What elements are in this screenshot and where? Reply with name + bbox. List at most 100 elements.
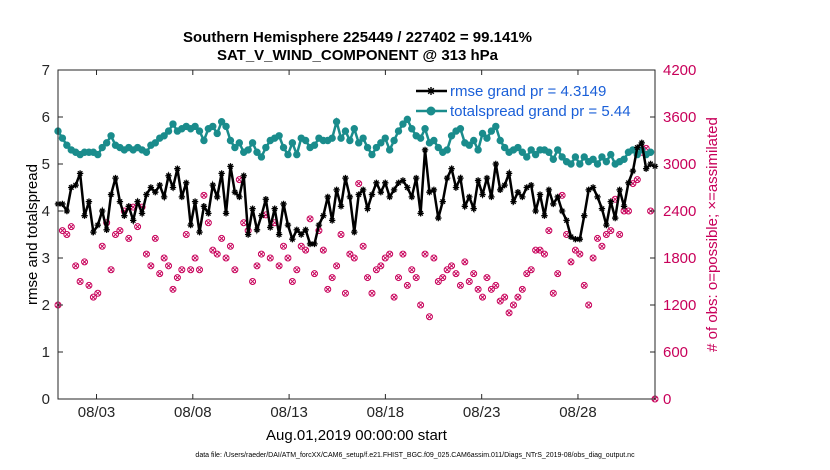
rmse-point (306, 240, 314, 248)
obs-assimilated-marker (453, 271, 459, 277)
rmse-point (320, 212, 327, 219)
obs-assimilated-marker (422, 251, 428, 257)
totalspread-point (346, 136, 354, 145)
obs-assimilated-marker (170, 286, 176, 292)
obs-possible-marker (425, 313, 433, 321)
obs-assimilated-marker (590, 255, 596, 261)
rmse-point (311, 240, 318, 248)
rmse-point (267, 224, 274, 231)
rmse-point (413, 174, 420, 182)
obs-assimilated-marker (378, 263, 384, 269)
totalspread-point (257, 153, 266, 161)
obs-possible-marker (310, 270, 318, 278)
obs-assimilated-marker (594, 235, 601, 241)
rmse-point (421, 146, 429, 154)
obs-possible-marker (253, 262, 261, 270)
obs-possible-marker (257, 250, 265, 258)
obs-point (430, 254, 438, 262)
x-tick-label: 08/28 (559, 404, 597, 421)
obs-point (333, 262, 341, 270)
obs-point (293, 266, 301, 274)
obs-point (182, 231, 190, 238)
obs-assimilated-marker (95, 290, 101, 296)
obs-possible-marker (156, 270, 164, 278)
rmse-point (258, 212, 265, 219)
obs-possible-marker (633, 176, 641, 184)
obs-possible-marker (275, 262, 283, 270)
rmse-point (625, 179, 632, 186)
obs-point (76, 278, 84, 285)
obs-assimilated-marker (373, 267, 379, 273)
totalspread-point (514, 143, 522, 152)
totalspread-point (589, 155, 597, 164)
obs-assimilated-marker (541, 251, 547, 257)
obs-point (98, 242, 106, 250)
totalspread-point (527, 146, 535, 154)
obs-possible-marker (125, 234, 133, 242)
obs-possible-marker (328, 274, 336, 282)
rmse-point (231, 189, 239, 196)
obs-point (200, 191, 208, 199)
obs-possible-marker (94, 289, 102, 297)
rmse-point (581, 212, 588, 219)
obs-possible-marker (585, 301, 593, 309)
obs-assimilated-marker (502, 294, 508, 300)
rmse-point (302, 226, 309, 233)
obs-assimilated-marker (457, 282, 463, 288)
rmse-point (616, 186, 623, 194)
obs-assimilated-marker (550, 290, 556, 296)
rmse-point (536, 191, 544, 198)
obs-possible-marker (624, 207, 632, 215)
obs-assimilated-marker (81, 259, 88, 265)
data-file-note: data file: /Users/raeder/DAI/ATM_forcXX/… (195, 452, 635, 459)
obs-assimilated-marker (285, 255, 291, 261)
rmse-point (107, 191, 115, 198)
rmse-point (523, 184, 530, 191)
legend-item-totalspread: totalspread grand pr = 5.44 (416, 103, 631, 120)
left-tick-label: 6 (42, 109, 50, 126)
obs-assimilated-marker (479, 294, 486, 300)
totalspread-point (456, 125, 465, 133)
rmse-point (262, 196, 270, 203)
obs-assimilated-marker (471, 271, 477, 277)
totalspread-point (293, 150, 301, 159)
obs-possible-marker (505, 309, 513, 317)
obs-assimilated-marker (444, 267, 450, 273)
rmse-point (169, 184, 177, 191)
right-tick-label: 4200 (663, 62, 696, 79)
obs-possible-marker (430, 254, 438, 262)
obs-assimilated-marker (555, 271, 561, 277)
obs-point (94, 289, 102, 297)
rmse-point (271, 205, 278, 212)
obs-point (443, 266, 451, 274)
obs-assimilated-marker (250, 278, 256, 285)
obs-assimilated-marker (625, 208, 632, 214)
rmse-point (417, 210, 424, 217)
obs-assimilated-marker (404, 282, 410, 288)
rmse-point (545, 186, 553, 194)
x-tick-label: 08/23 (463, 404, 501, 421)
obs-possible-marker (532, 246, 540, 254)
totalspread-point (518, 148, 527, 156)
rmse-point (298, 231, 305, 238)
rmse-point (275, 231, 283, 238)
obs-assimilated-marker (342, 290, 348, 296)
rmse-point (558, 207, 566, 215)
obs-possible-marker (580, 281, 588, 289)
rmse-point (160, 193, 168, 201)
obs-point (147, 262, 155, 270)
rmse-point (94, 221, 101, 229)
totalspread-point (209, 122, 217, 131)
obs-point (151, 234, 159, 242)
totalspread-point (142, 148, 151, 156)
obs-assimilated-marker (325, 286, 331, 292)
left-tick-label: 2 (42, 297, 50, 314)
obs-possible-marker (421, 250, 429, 258)
rmse-point (218, 170, 225, 177)
rmse-point (249, 205, 256, 212)
obs-possible-marker (280, 242, 288, 250)
obs-assimilated-marker (572, 247, 578, 253)
rmse-point (174, 165, 181, 172)
obs-assimilated-marker (356, 181, 362, 187)
totalspread-point (580, 153, 588, 161)
